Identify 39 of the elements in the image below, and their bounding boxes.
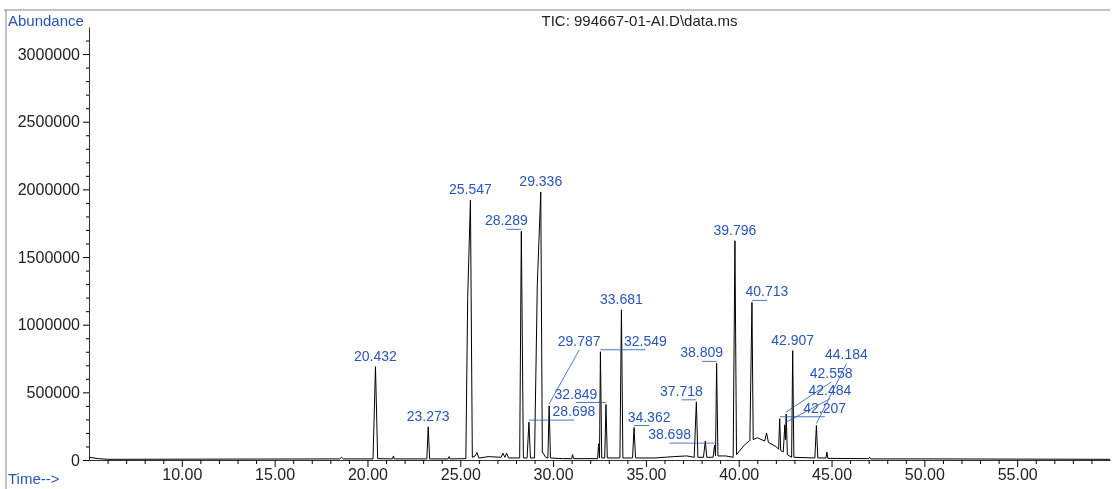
annotation: 42.907 [771, 331, 815, 348]
annotation: 25.547 [449, 181, 493, 198]
annotation: 39.796 [713, 221, 757, 238]
y-tick-label: 2000000 [17, 180, 81, 198]
annotation: 44.184 [824, 346, 869, 363]
y-tick-label: 3000000 [17, 45, 81, 63]
y-axis-title: Abundance [8, 12, 84, 29]
chart-title: TIC: 994667-01-AI.D\data.ms [541, 12, 738, 29]
annotation: 33.681 [600, 290, 644, 307]
y-tick-label: 2500000 [17, 113, 81, 131]
annotation: 32.849 [554, 385, 598, 402]
x-tick-label: 35.00 [626, 466, 667, 484]
x-tick-label: 20.00 [347, 466, 389, 484]
x-tick-label: 55.00 [997, 466, 1038, 484]
annotation: 40.713 [745, 283, 789, 300]
x-tick-label: 25.00 [440, 466, 481, 484]
x-tick-label: 45.00 [812, 466, 853, 484]
y-tick-label: 1500000 [17, 248, 81, 266]
annotation: 34.362 [627, 408, 671, 425]
x-tick-label: 30.00 [533, 466, 574, 484]
y-tick-label: 1000000 [17, 316, 81, 334]
annotation: 28.698 [552, 403, 596, 420]
annotation: 29.787 [557, 332, 601, 349]
annotation: 37.718 [659, 382, 703, 399]
x-tick-label: 40.00 [719, 466, 760, 484]
annotation: 38.809 [680, 344, 724, 361]
annotation: 20.432 [354, 347, 398, 364]
x-tick-label: 15.00 [255, 466, 296, 484]
x-tick-label: 50.00 [904, 466, 945, 484]
y-tick-label: 500000 [26, 383, 81, 401]
x-axis-title: Time--> [8, 470, 60, 487]
annotation: 29.336 [519, 173, 563, 190]
y-tick-label: 0 [71, 451, 81, 469]
annotation: 38.698 [648, 426, 692, 443]
x-tick-label: 10.00 [162, 466, 203, 484]
annotation: 42.558 [809, 364, 853, 381]
annotation: 23.273 [406, 407, 450, 424]
annotation: 32.549 [624, 332, 668, 349]
annotation: 28.289 [484, 212, 528, 229]
